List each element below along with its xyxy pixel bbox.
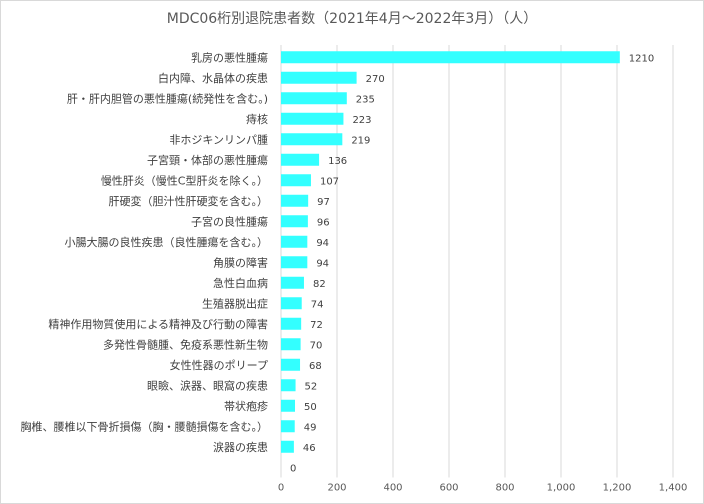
bar [281, 317, 302, 330]
chart-title: MDC06桁別退院患者数（2021年4月～2022年3月）（人） [166, 11, 538, 27]
bar [281, 358, 301, 371]
value-label: 68 [309, 361, 322, 372]
category-label: 肝・肝内胆管の悪性腫瘍(続発性を含む。) [67, 91, 268, 105]
bar [281, 194, 309, 207]
x-tick-label: 1,400 [659, 483, 688, 494]
bar [281, 420, 295, 433]
bar [281, 276, 304, 289]
x-tick-label: 400 [383, 483, 402, 494]
value-label: 219 [351, 135, 370, 146]
value-label: 49 [304, 422, 317, 433]
value-label: 94 [316, 238, 329, 249]
value-label: 74 [311, 299, 324, 310]
bar [281, 92, 347, 105]
category-label: 小腸大腸の良性疾患（良性腫瘍を含む。） [65, 235, 269, 249]
category-label: 痔核 [246, 112, 268, 126]
category-label: 乳房の悪性腫瘍 [191, 50, 268, 64]
category-label: 急性白血病 [213, 276, 268, 290]
category-label: 女性性器のポリープ [170, 358, 268, 372]
value-label: 96 [317, 217, 330, 228]
category-label: 眼瞼、涙器、眼窩の疾患 [147, 378, 268, 392]
bar [281, 112, 344, 125]
value-label: 235 [356, 94, 375, 105]
value-label: 0 [290, 463, 296, 474]
value-label: 46 [303, 443, 316, 454]
x-tick-label: 1,000 [547, 483, 576, 494]
bar [281, 399, 295, 412]
category-label: 多発性骨髄腫、免疫系悪性新生物 [103, 337, 268, 351]
value-label: 52 [305, 381, 318, 392]
category-label: 白内障、水晶体の疾患 [158, 71, 268, 85]
category-label: 肝硬変（胆汁性肝硬変を含む。） [109, 194, 269, 208]
x-tick-label: 1,200 [603, 483, 632, 494]
category-label: 胸椎、腰椎以下骨折損傷（胸・腰髄損傷を含む。） [21, 419, 269, 433]
bar [281, 256, 308, 269]
bar [281, 133, 343, 146]
value-label: 70 [310, 340, 323, 351]
value-label: 72 [310, 320, 323, 331]
bar [281, 235, 308, 248]
category-label: 非ホジキンリンパ腫 [169, 132, 268, 146]
bar [281, 153, 320, 166]
value-label: 1210 [629, 53, 654, 64]
bar [281, 174, 311, 187]
value-label: 107 [320, 176, 339, 187]
value-label: 50 [304, 402, 317, 413]
value-label: 223 [352, 115, 371, 126]
value-label: 94 [316, 258, 329, 269]
category-label: 子宮頸・体部の悪性腫瘍 [147, 153, 268, 167]
category-label: 精神作用物質使用による精神及び行動の障害 [48, 317, 268, 331]
value-label: 136 [328, 156, 347, 167]
x-tick-label: 800 [495, 483, 514, 494]
category-label: 子宮の良性腫瘍 [191, 214, 268, 228]
bar [281, 71, 357, 84]
category-label: 涙器の疾患 [213, 440, 268, 454]
bar [281, 297, 302, 310]
value-label: 97 [317, 197, 330, 208]
x-tick-label: 0 [278, 483, 284, 494]
bar [281, 215, 308, 228]
x-tick-label: 600 [439, 483, 458, 494]
category-label: 角膜の障害 [213, 255, 268, 269]
x-tick-label: 200 [327, 483, 346, 494]
category-label: 生殖器脱出症 [202, 296, 268, 310]
category-label: 慢性肝炎（慢性C型肝炎を除く。） [101, 173, 268, 187]
bar [281, 338, 301, 351]
value-label: 270 [366, 74, 385, 85]
value-label: 82 [313, 279, 326, 290]
category-label: 帯状疱疹 [224, 399, 268, 413]
bar [281, 51, 620, 64]
bar [281, 379, 296, 392]
bar [281, 440, 294, 453]
